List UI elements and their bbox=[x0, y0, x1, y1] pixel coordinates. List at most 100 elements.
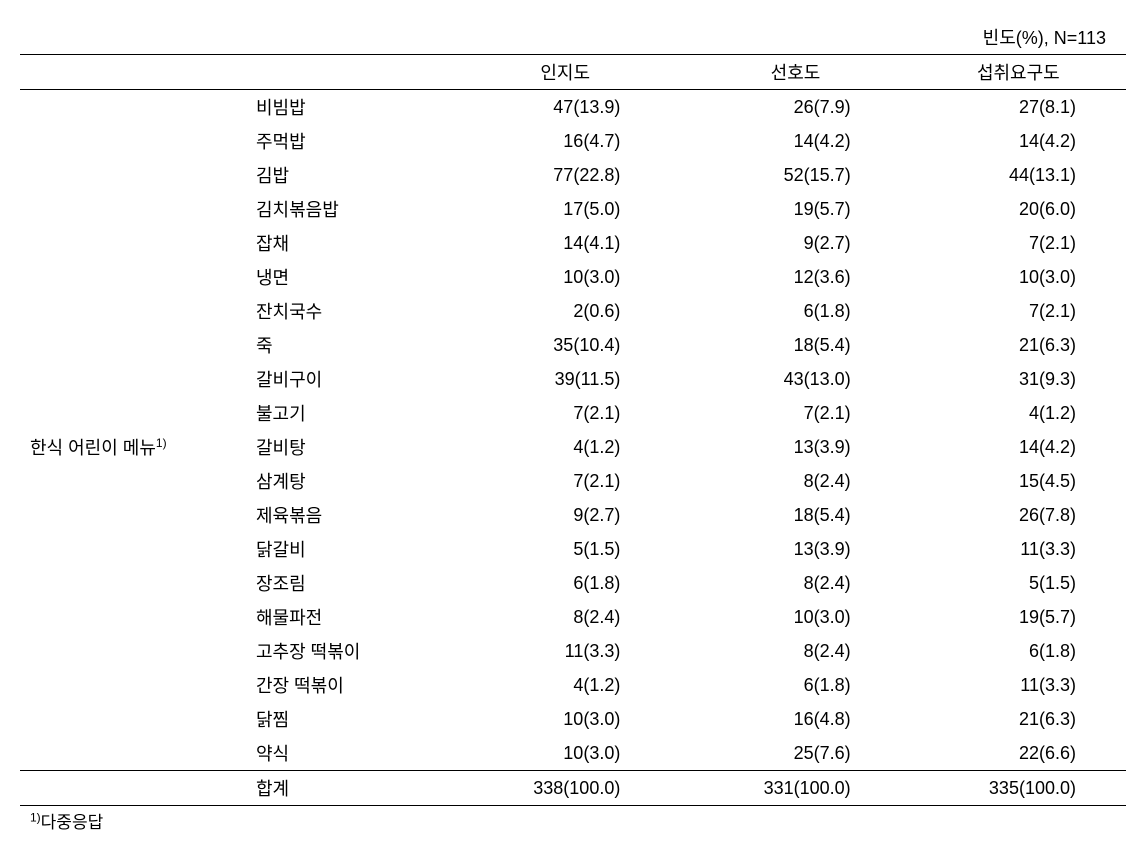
data-col1: 6(1.8) bbox=[450, 566, 680, 600]
data-col3: 44(13.1) bbox=[911, 158, 1126, 192]
data-col3: 21(6.3) bbox=[911, 328, 1126, 362]
total-c2: 331(100.0) bbox=[680, 771, 910, 806]
data-table-container: 빈도(%), N=113 인지도 선호도 섭취요구도 비빔밥47(13.9)26… bbox=[20, 20, 1126, 833]
category-cell bbox=[20, 566, 250, 600]
item-name: 잔치국수 bbox=[250, 294, 450, 328]
category-cell bbox=[20, 464, 250, 498]
category-cell bbox=[20, 396, 250, 430]
data-col2: 8(2.4) bbox=[680, 464, 910, 498]
data-col2: 16(4.8) bbox=[680, 702, 910, 736]
data-col2: 10(3.0) bbox=[680, 600, 910, 634]
data-col1: 7(2.1) bbox=[450, 464, 680, 498]
table-row: 불고기7(2.1)7(2.1)4(1.2) bbox=[20, 396, 1126, 430]
item-name: 닭찜 bbox=[250, 702, 450, 736]
category-cell bbox=[20, 600, 250, 634]
category-label: 한식 어린이 메뉴 bbox=[30, 438, 156, 458]
data-col3: 14(4.2) bbox=[911, 124, 1126, 158]
table-row: 비빔밥47(13.9)26(7.9)27(8.1) bbox=[20, 90, 1126, 125]
data-col3: 20(6.0) bbox=[911, 192, 1126, 226]
data-col2: 13(3.9) bbox=[680, 430, 910, 464]
data-col3: 31(9.3) bbox=[911, 362, 1126, 396]
data-col1: 16(4.7) bbox=[450, 124, 680, 158]
data-col3: 5(1.5) bbox=[911, 566, 1126, 600]
footnote-sup: 1) bbox=[30, 810, 41, 824]
item-name: 약식 bbox=[250, 736, 450, 771]
data-col2: 18(5.4) bbox=[680, 498, 910, 532]
data-col1: 8(2.4) bbox=[450, 600, 680, 634]
item-name: 갈비구이 bbox=[250, 362, 450, 396]
data-col3: 11(3.3) bbox=[911, 668, 1126, 702]
item-name: 닭갈비 bbox=[250, 532, 450, 566]
total-c1: 338(100.0) bbox=[450, 771, 680, 806]
data-col1: 7(2.1) bbox=[450, 396, 680, 430]
data-col1: 39(11.5) bbox=[450, 362, 680, 396]
data-col1: 4(1.2) bbox=[450, 668, 680, 702]
category-cell bbox=[20, 226, 250, 260]
header-empty-1 bbox=[20, 55, 250, 90]
category-cell bbox=[20, 328, 250, 362]
data-col2: 43(13.0) bbox=[680, 362, 910, 396]
table-row: 간장 떡볶이4(1.2)6(1.8)11(3.3) bbox=[20, 668, 1126, 702]
table-row: 고추장 떡볶이11(3.3)8(2.4)6(1.8) bbox=[20, 634, 1126, 668]
data-col1: 14(4.1) bbox=[450, 226, 680, 260]
data-col2: 9(2.7) bbox=[680, 226, 910, 260]
data-col1: 4(1.2) bbox=[450, 430, 680, 464]
caption-row: 빈도(%), N=113 bbox=[20, 20, 1126, 55]
data-col1: 10(3.0) bbox=[450, 260, 680, 294]
data-col3: 27(8.1) bbox=[911, 90, 1126, 125]
item-name: 갈비탕 bbox=[250, 430, 450, 464]
item-name: 해물파전 bbox=[250, 600, 450, 634]
item-name: 잡채 bbox=[250, 226, 450, 260]
data-col3: 7(2.1) bbox=[911, 226, 1126, 260]
table-row: 김치볶음밥17(5.0)19(5.7)20(6.0) bbox=[20, 192, 1126, 226]
data-col2: 14(4.2) bbox=[680, 124, 910, 158]
category-cell bbox=[20, 362, 250, 396]
table-row: 한식 어린이 메뉴1)갈비탕4(1.2)13(3.9)14(4.2) bbox=[20, 430, 1126, 464]
category-cell bbox=[20, 260, 250, 294]
category-cell bbox=[20, 668, 250, 702]
footnote-text: 다중응답 bbox=[41, 813, 104, 832]
table-row: 잡채14(4.1)9(2.7)7(2.1) bbox=[20, 226, 1126, 260]
header-col2: 선호도 bbox=[680, 55, 910, 90]
table-row: 제육볶음9(2.7)18(5.4)26(7.8) bbox=[20, 498, 1126, 532]
data-col1: 9(2.7) bbox=[450, 498, 680, 532]
data-col2: 52(15.7) bbox=[680, 158, 910, 192]
category-cell bbox=[20, 498, 250, 532]
data-col3: 7(2.1) bbox=[911, 294, 1126, 328]
item-name: 간장 떡볶이 bbox=[250, 668, 450, 702]
table-row: 주먹밥16(4.7)14(4.2)14(4.2) bbox=[20, 124, 1126, 158]
item-name: 제육볶음 bbox=[250, 498, 450, 532]
table-row: 닭갈비5(1.5)13(3.9)11(3.3) bbox=[20, 532, 1126, 566]
data-col3: 4(1.2) bbox=[911, 396, 1126, 430]
table-row: 닭찜10(3.0)16(4.8)21(6.3) bbox=[20, 702, 1126, 736]
item-name: 김밥 bbox=[250, 158, 450, 192]
data-col2: 25(7.6) bbox=[680, 736, 910, 771]
table-row: 해물파전8(2.4)10(3.0)19(5.7) bbox=[20, 600, 1126, 634]
category-cell bbox=[20, 90, 250, 125]
data-col2: 18(5.4) bbox=[680, 328, 910, 362]
table-row: 김밥77(22.8)52(15.7)44(13.1) bbox=[20, 158, 1126, 192]
header-col1: 인지도 bbox=[450, 55, 680, 90]
table-row: 약식10(3.0)25(7.6)22(6.6) bbox=[20, 736, 1126, 771]
table-row: 장조림6(1.8)8(2.4)5(1.5) bbox=[20, 566, 1126, 600]
data-col1: 47(13.9) bbox=[450, 90, 680, 125]
data-col2: 13(3.9) bbox=[680, 532, 910, 566]
category-cell: 한식 어린이 메뉴1) bbox=[20, 430, 250, 464]
data-col1: 77(22.8) bbox=[450, 158, 680, 192]
footnote: 1)다중응답 bbox=[20, 806, 1126, 833]
item-name: 비빔밥 bbox=[250, 90, 450, 125]
data-col1: 5(1.5) bbox=[450, 532, 680, 566]
item-name: 장조림 bbox=[250, 566, 450, 600]
table-caption: 빈도(%), N=113 bbox=[20, 20, 1126, 55]
data-col2: 8(2.4) bbox=[680, 566, 910, 600]
table-row: 냉면10(3.0)12(3.6)10(3.0) bbox=[20, 260, 1126, 294]
category-cell bbox=[20, 736, 250, 771]
data-col2: 7(2.1) bbox=[680, 396, 910, 430]
data-col1: 17(5.0) bbox=[450, 192, 680, 226]
category-cell bbox=[20, 532, 250, 566]
item-name: 삼계탕 bbox=[250, 464, 450, 498]
header-col3: 섭취요구도 bbox=[911, 55, 1126, 90]
item-name: 김치볶음밥 bbox=[250, 192, 450, 226]
korean-food-table: 빈도(%), N=113 인지도 선호도 섭취요구도 비빔밥47(13.9)26… bbox=[20, 20, 1126, 806]
item-name: 주먹밥 bbox=[250, 124, 450, 158]
